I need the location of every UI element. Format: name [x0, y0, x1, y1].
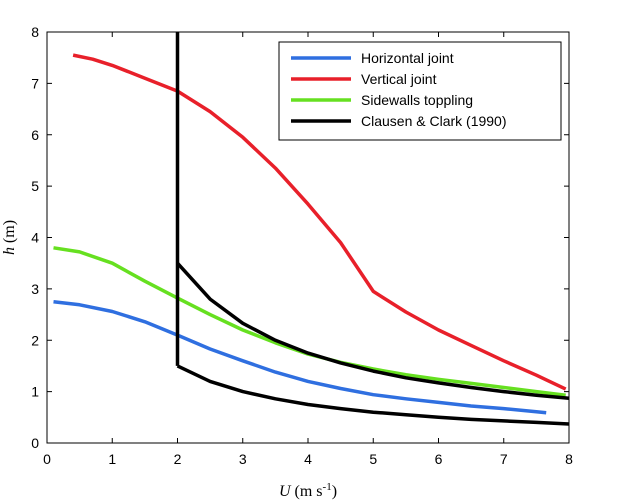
legend-entry-label: Horizontal joint: [361, 50, 454, 66]
axis-ticks: 0 1 2 3 4 5 6 7 8 0 1 2 3 4 5 6 7 8: [31, 24, 573, 467]
x-tick-label: 8: [565, 451, 573, 467]
legend: Horizontal joint Vertical joint Sidewalls …: [278, 41, 562, 141]
y-tick-label: 4: [31, 230, 39, 246]
x-tick-label: 2: [174, 451, 182, 467]
y-axis-unit: (m): [1, 220, 18, 247]
x-axis-unit-exponent: -1: [323, 481, 332, 493]
x-tick-label: 4: [304, 451, 312, 467]
series-line-0-0: [53, 299, 547, 415]
x-axis-unit-close: ): [332, 483, 337, 500]
x-axis-var: U: [279, 483, 292, 500]
y-tick-label: 7: [31, 75, 39, 91]
series-line-3-1: [176, 262, 569, 401]
legend-entry-label: Clausen & Clark (1990): [361, 113, 507, 129]
x-tick-label: 7: [500, 451, 508, 467]
y-axis-label: h (m): [1, 220, 18, 255]
plot-lines: [53, 32, 569, 426]
y-axis-var: h: [1, 247, 18, 255]
y-tick-label: 2: [31, 332, 39, 348]
y-tick-label: 8: [31, 24, 39, 40]
y-tick-label: 3: [31, 281, 39, 297]
legend-entry-label: Vertical joint: [361, 71, 437, 87]
series-line-1-0: [72, 53, 567, 391]
y-tick-label: 6: [31, 127, 39, 143]
y-tick-label: 1: [31, 384, 39, 400]
series-line-3-2: [176, 364, 569, 426]
x-axis-label: U (m s-1): [279, 481, 337, 500]
y-tick-label: 5: [31, 178, 39, 194]
x-axis-unit: (m s: [291, 483, 323, 500]
series-line-2-0: [53, 246, 566, 397]
x-tick-label: 0: [43, 451, 51, 467]
legend-entry-label: Sidewalls toppling: [361, 92, 473, 108]
y-tick-label: 0: [31, 435, 39, 451]
x-tick-label: 3: [239, 451, 247, 467]
x-tick-label: 1: [108, 451, 116, 467]
x-tick-label: 5: [369, 451, 377, 467]
x-tick-label: 6: [435, 451, 443, 467]
